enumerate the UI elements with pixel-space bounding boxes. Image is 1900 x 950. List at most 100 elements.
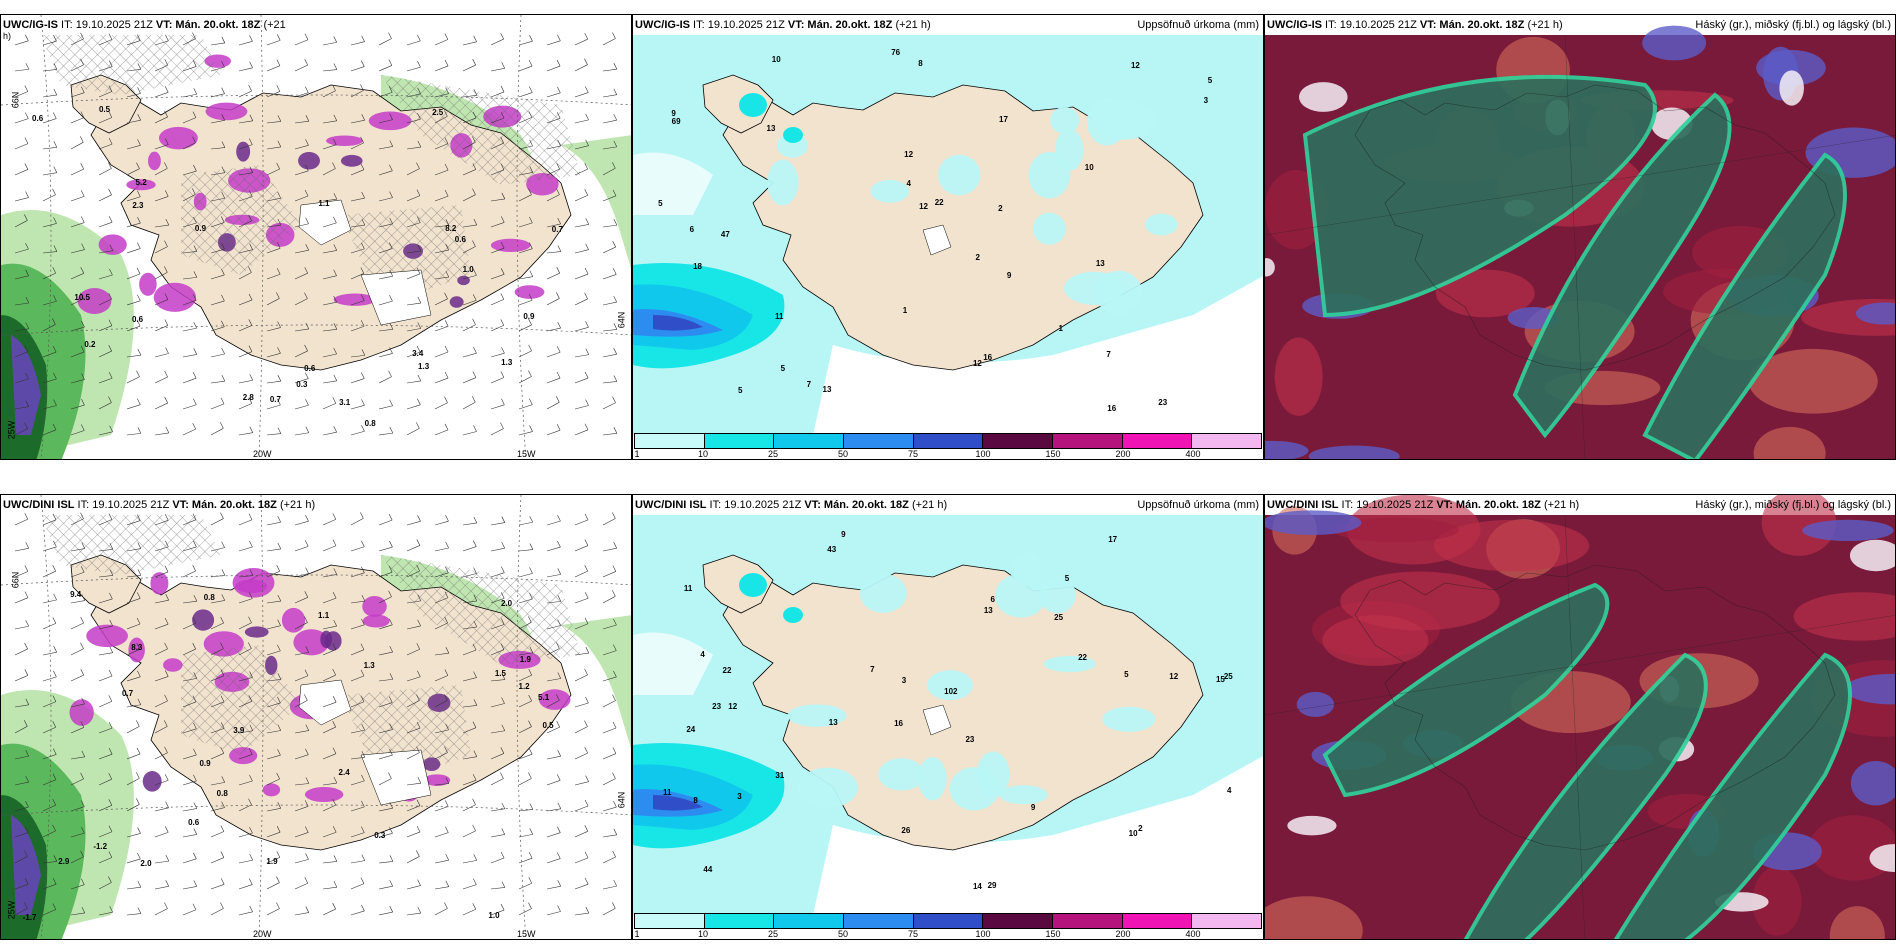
value-label: 4 bbox=[700, 649, 705, 659]
lead-time: (+21 h) bbox=[1540, 499, 1580, 511]
value-label: 3 bbox=[901, 675, 907, 685]
value-label: 0.2 bbox=[84, 340, 96, 350]
colorbar-swatch bbox=[704, 914, 775, 928]
colorbar-tick: 25 bbox=[767, 929, 779, 939]
value-label: 3 bbox=[1203, 95, 1209, 105]
value-label: 25 bbox=[1054, 612, 1064, 622]
value-label: 22 bbox=[722, 665, 732, 675]
value-label: 13 bbox=[766, 123, 776, 133]
value-label: 0.5 bbox=[542, 720, 554, 730]
value-label: 1.1 bbox=[318, 199, 330, 209]
value-label: 0.6 bbox=[32, 113, 44, 123]
value-label: 22 bbox=[1078, 653, 1088, 663]
lead-time: (+21 bbox=[260, 19, 286, 31]
colorbar-swatch bbox=[1192, 434, 1262, 448]
value-label: 14 bbox=[972, 882, 982, 892]
colorbar-tick: 150 bbox=[1045, 929, 1061, 939]
latitude-label: 66N bbox=[10, 91, 21, 109]
value-label: 17 bbox=[999, 114, 1008, 124]
colorbar-tick: 1 bbox=[634, 449, 640, 459]
value-label: 1.2 bbox=[518, 682, 530, 692]
panel-header: UWC/DINI ISL IT: 19.10.2025 21Z VT: Mán.… bbox=[3, 495, 315, 515]
colorbar-swatch bbox=[704, 434, 775, 448]
value-label: 7 bbox=[806, 380, 812, 390]
value-label: 6 bbox=[689, 225, 695, 235]
value-label: 11 bbox=[663, 787, 672, 797]
value-label: 47 bbox=[720, 230, 730, 240]
value-label: 9 bbox=[1030, 803, 1036, 813]
value-label: 12 bbox=[919, 201, 928, 211]
value-label: 5 bbox=[737, 385, 743, 395]
value-label: 29 bbox=[987, 880, 997, 890]
lead-time-cont: h) bbox=[3, 31, 12, 41]
value-label: 102 bbox=[944, 687, 958, 697]
colorbar-swatch bbox=[913, 914, 984, 928]
model-name: UWC/IG-IS bbox=[635, 19, 690, 31]
panel-title: Háský (gr.), miðský (fj.bl.) og lágský (… bbox=[1695, 499, 1891, 511]
wind-map bbox=[1, 15, 631, 459]
value-label: 8 bbox=[918, 59, 923, 69]
value-label: 12 bbox=[1169, 672, 1179, 682]
init-time: IT: 19.10.2025 21Z bbox=[706, 499, 805, 511]
valid-time: VT: Mán. 20.okt. 18Z bbox=[804, 499, 909, 511]
value-label: 10.5 bbox=[74, 292, 90, 302]
value-label: 10 bbox=[1128, 829, 1138, 839]
value-label: 0.7 bbox=[269, 395, 281, 405]
value-label: 16 bbox=[894, 718, 903, 728]
longitude-label: 15W bbox=[517, 449, 536, 459]
value-label: 3.9 bbox=[233, 726, 245, 736]
longitude-label: 20W bbox=[253, 449, 272, 459]
colorbar-tick: 50 bbox=[837, 449, 849, 459]
value-label: 10 bbox=[1084, 163, 1094, 173]
init-time: IT: 19.10.2025 21Z bbox=[1338, 499, 1437, 511]
colorbar-swatch bbox=[1053, 914, 1123, 928]
value-label: 9.4 bbox=[70, 589, 82, 599]
value-label: 1.3 bbox=[363, 660, 375, 670]
panel-precip-igis: 5 8 10 5 9 23 47 17 12 12 22 13 76 69 13 11 16 6 2 1 1 7 3 4 5 12… bbox=[632, 14, 1264, 460]
value-label: 3.1 bbox=[339, 397, 351, 407]
value-label: 0.6 bbox=[131, 315, 144, 325]
value-label: 7 bbox=[870, 664, 875, 674]
colorbar-swatch bbox=[635, 434, 705, 448]
value-label: 1.5 bbox=[494, 668, 506, 678]
value-label: 0.9 bbox=[523, 312, 535, 322]
cloud-map bbox=[1265, 25, 1895, 459]
value-label: -1.2 bbox=[93, 841, 108, 851]
value-label: 0.7 bbox=[121, 688, 134, 698]
panel-wind-dini: 0.5 1.1 1.9 0.3 0.6 1.5 2.0 3.9 2.9 -1.7 -1.2 0.8 0.… bbox=[0, 494, 632, 940]
colorbar-tick: 400 bbox=[1185, 929, 1201, 939]
value-label: 31 bbox=[775, 770, 785, 780]
value-label: 1 bbox=[902, 306, 908, 316]
value-label: 0.6 bbox=[304, 364, 316, 374]
colorbar-tick: 100 bbox=[975, 449, 991, 459]
init-time: IT: 19.10.2025 21Z bbox=[690, 19, 788, 31]
value-label: 0.9 bbox=[199, 758, 211, 768]
colorbar-swatch bbox=[983, 434, 1054, 448]
value-label: 5 bbox=[1124, 670, 1129, 680]
value-label: 0.8 bbox=[203, 593, 215, 603]
value-label: 5.2 bbox=[135, 178, 147, 188]
value-label: 11 bbox=[774, 312, 784, 322]
value-label: 5 bbox=[658, 198, 663, 208]
value-label: 0.7 bbox=[551, 224, 563, 234]
value-label: 9 bbox=[841, 529, 846, 539]
valid-time: VT: Mán. 20.okt. 18Z bbox=[172, 499, 277, 511]
value-label: 1.3 bbox=[501, 357, 513, 367]
value-label: 2 bbox=[975, 252, 980, 262]
value-label: 24 bbox=[686, 725, 696, 735]
value-label: 22 bbox=[934, 197, 944, 207]
model-name: UWC/DINI ISL bbox=[1267, 499, 1339, 511]
value-label: 9 bbox=[1006, 270, 1012, 280]
lead-time: (+21 h) bbox=[1524, 19, 1563, 31]
value-label: 12 bbox=[1130, 60, 1140, 70]
value-label: 12 bbox=[728, 701, 738, 711]
panel-wind-igis: 2.8 0.6 1.1 0.6 0.7 0.2 0.3 10.5 8.2 5.2 0.6 1.3 0.7… bbox=[0, 14, 632, 460]
value-label: 0.9 bbox=[194, 224, 207, 234]
value-label: 1.9 bbox=[519, 655, 531, 665]
lead-time: (+21 h) bbox=[276, 499, 316, 511]
value-label: 5 bbox=[780, 363, 786, 373]
value-label: 8.2 bbox=[445, 224, 457, 234]
value-label: 13 bbox=[983, 606, 993, 616]
colorbar-tick: 25 bbox=[767, 449, 779, 459]
panel-header: UWC/IG-IS IT: 19.10.2025 21Z VT: Mán. 20… bbox=[635, 15, 931, 35]
